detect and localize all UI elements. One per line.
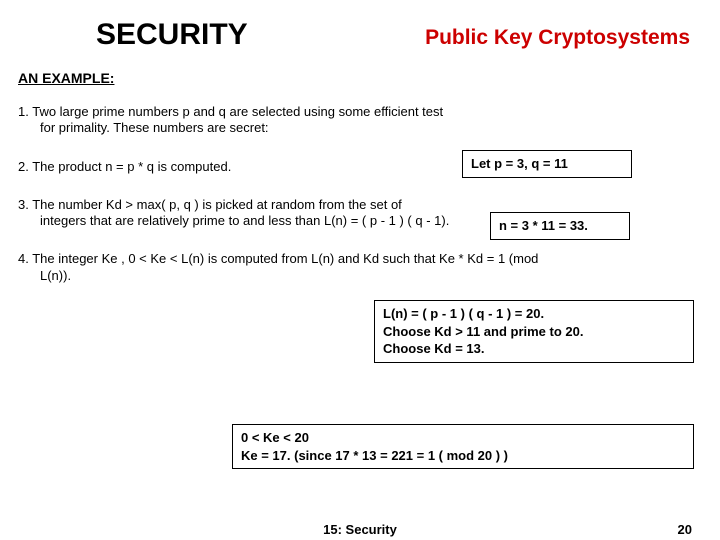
item-4: 4. The integer Ke , 0 < Ke < L(n) is com… bbox=[18, 251, 540, 284]
box-4-line-0: 0 < Ke < 20 bbox=[241, 429, 685, 447]
box-4-line-1: Ke = 17. (since 17 * 13 = 221 = 1 ( mod … bbox=[241, 447, 685, 465]
section-label: AN EXAMPLE: bbox=[18, 70, 696, 86]
box-4: 0 < Ke < 20 Ke = 17. (since 17 * 13 = 22… bbox=[232, 424, 694, 469]
header: SECURITY Public Key Cryptosystems bbox=[18, 18, 696, 52]
title-left: SECURITY bbox=[96, 18, 248, 52]
box-3-line-2: Choose Kd = 13. bbox=[383, 340, 685, 358]
box-3: L(n) = ( p - 1 ) ( q - 1 ) = 20. Choose … bbox=[374, 300, 694, 363]
box-1: Let p = 3, q = 11 bbox=[462, 150, 632, 178]
footer-center: 15: Security bbox=[0, 522, 720, 537]
item-3: 3. The number Kd > max( p, q ) is picked… bbox=[18, 197, 450, 230]
title-right: Public Key Cryptosystems bbox=[425, 20, 690, 50]
item-1: 1. Two large prime numbers p and q are s… bbox=[18, 104, 450, 137]
box-3-line-1: Choose Kd > 11 and prime to 20. bbox=[383, 323, 685, 341]
item-2: 2. The product n = p * q is computed. bbox=[18, 159, 450, 175]
box-2: n = 3 * 11 = 33. bbox=[490, 212, 630, 240]
box-3-line-0: L(n) = ( p - 1 ) ( q - 1 ) = 20. bbox=[383, 305, 685, 323]
slide: SECURITY Public Key Cryptosystems AN EXA… bbox=[0, 0, 720, 540]
footer-right: 20 bbox=[678, 522, 692, 537]
